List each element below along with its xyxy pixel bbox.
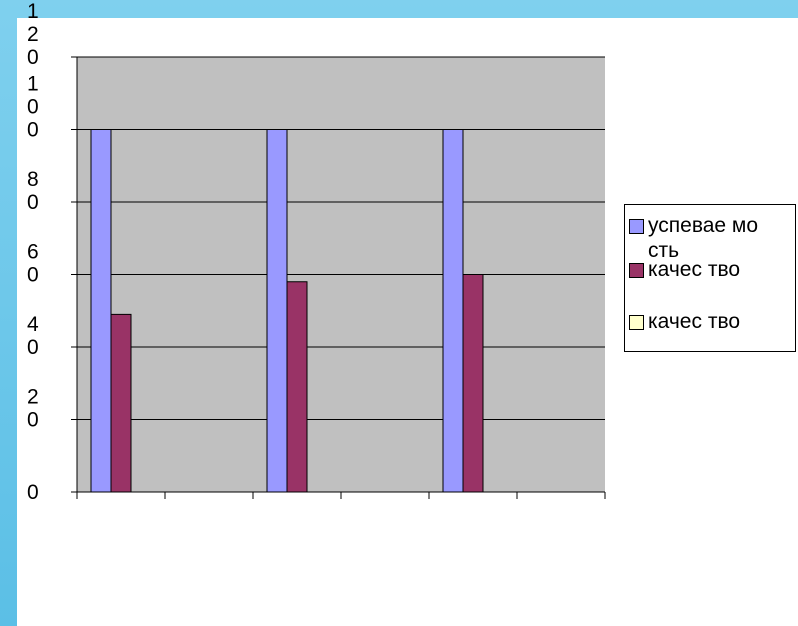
y-tick-labels: 0 2 0 4 0 6 0 8 0 1 0 0 1 2 0 [27, 0, 39, 504]
gridlines [77, 56, 605, 420]
legend-label: качес тво [648, 258, 741, 281]
legend-item: успевае мость [629, 213, 768, 263]
axes [71, 56, 606, 499]
legend-swatch [629, 219, 644, 234]
legend-swatch [629, 315, 644, 330]
bar [462, 274, 484, 493]
bars [90, 129, 484, 493]
bar [90, 129, 112, 493]
legend: успевае мость качес тво качес тво [624, 204, 796, 352]
bar [442, 129, 464, 493]
legend-item: качес тво [629, 309, 768, 334]
bar [286, 281, 308, 493]
y-tick-label: 0 [27, 481, 39, 504]
legend-item: качес тво [629, 257, 768, 282]
bar [266, 129, 288, 493]
legend-label: качес тво [648, 310, 741, 333]
legend-swatch [629, 263, 644, 278]
legend-label: успевае мость [648, 214, 759, 262]
bar [110, 313, 132, 493]
